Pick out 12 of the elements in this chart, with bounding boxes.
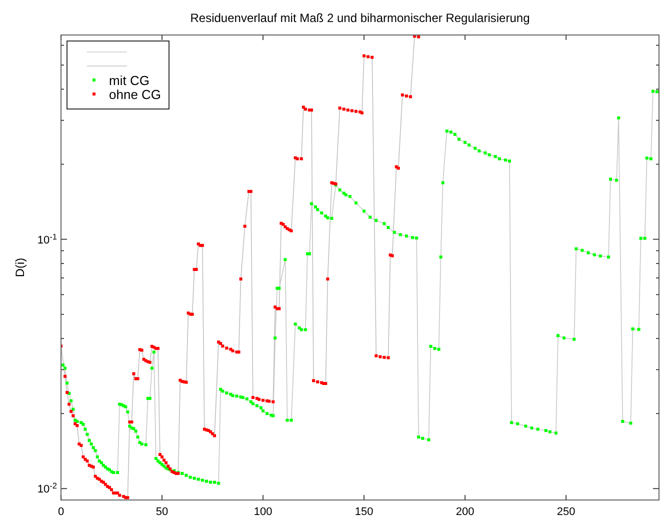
y-tick-label: 10$^{-1}$ <box>37 232 58 246</box>
x-tick-label: 200 <box>456 506 474 518</box>
y-tick-label: 10$^{-2}$ <box>37 481 58 496</box>
chart-title: Residuenverlauf mit Maß 2 und biharmonischer Regularisierung <box>190 11 530 25</box>
x-tick-label: 150 <box>354 506 374 518</box>
legend-label: mit CG <box>109 73 150 88</box>
legend-label: ohne CG <box>109 87 162 102</box>
y-axis-title: D(i) <box>13 258 27 278</box>
x-tick-label: 250 <box>556 506 576 518</box>
x-tick-label: 100 <box>254 506 272 518</box>
x-tick-label: 50 <box>156 506 168 518</box>
x-tick-label: 0 <box>58 506 64 518</box>
